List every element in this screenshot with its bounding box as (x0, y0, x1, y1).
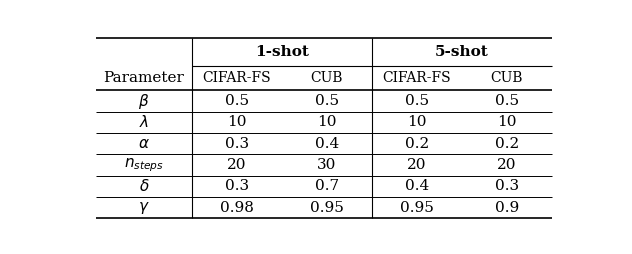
Text: 10: 10 (227, 115, 246, 130)
Text: 20: 20 (407, 158, 427, 172)
Text: CUB: CUB (310, 71, 343, 85)
Text: 0.3: 0.3 (225, 137, 249, 151)
Text: $\gamma$: $\gamma$ (138, 200, 150, 216)
Text: 0.5: 0.5 (225, 94, 249, 108)
Text: 0.95: 0.95 (310, 201, 344, 215)
Text: 0.7: 0.7 (315, 179, 339, 193)
Text: $n_{steps}$: $n_{steps}$ (124, 156, 164, 174)
Text: 0.4: 0.4 (404, 179, 429, 193)
Text: CUB: CUB (490, 71, 523, 85)
Text: 5-shot: 5-shot (435, 45, 489, 59)
Text: CIFAR-FS: CIFAR-FS (382, 71, 451, 85)
Text: 20: 20 (227, 158, 246, 172)
Text: Parameter: Parameter (104, 71, 185, 85)
Text: 0.5: 0.5 (315, 94, 339, 108)
Text: 20: 20 (497, 158, 516, 172)
Text: 0.5: 0.5 (495, 94, 519, 108)
Text: $\alpha$: $\alpha$ (138, 136, 150, 151)
Text: 0.3: 0.3 (495, 179, 519, 193)
Text: 10: 10 (407, 115, 427, 130)
Text: 0.3: 0.3 (225, 179, 249, 193)
Text: 10: 10 (497, 115, 516, 130)
Text: 30: 30 (317, 158, 336, 172)
Text: 10: 10 (317, 115, 336, 130)
Text: 0.5: 0.5 (404, 94, 428, 108)
Text: 0.95: 0.95 (400, 201, 434, 215)
Text: 0.2: 0.2 (495, 137, 519, 151)
Text: CIFAR-FS: CIFAR-FS (202, 71, 271, 85)
Text: 0.9: 0.9 (495, 201, 519, 215)
Text: 0.98: 0.98 (220, 201, 253, 215)
Text: 0.2: 0.2 (404, 137, 429, 151)
Text: $\beta$: $\beta$ (138, 92, 150, 111)
Text: 0.4: 0.4 (315, 137, 339, 151)
Text: $\lambda$: $\lambda$ (139, 114, 149, 130)
Text: 1-shot: 1-shot (255, 45, 308, 59)
Text: $\delta$: $\delta$ (138, 178, 149, 194)
